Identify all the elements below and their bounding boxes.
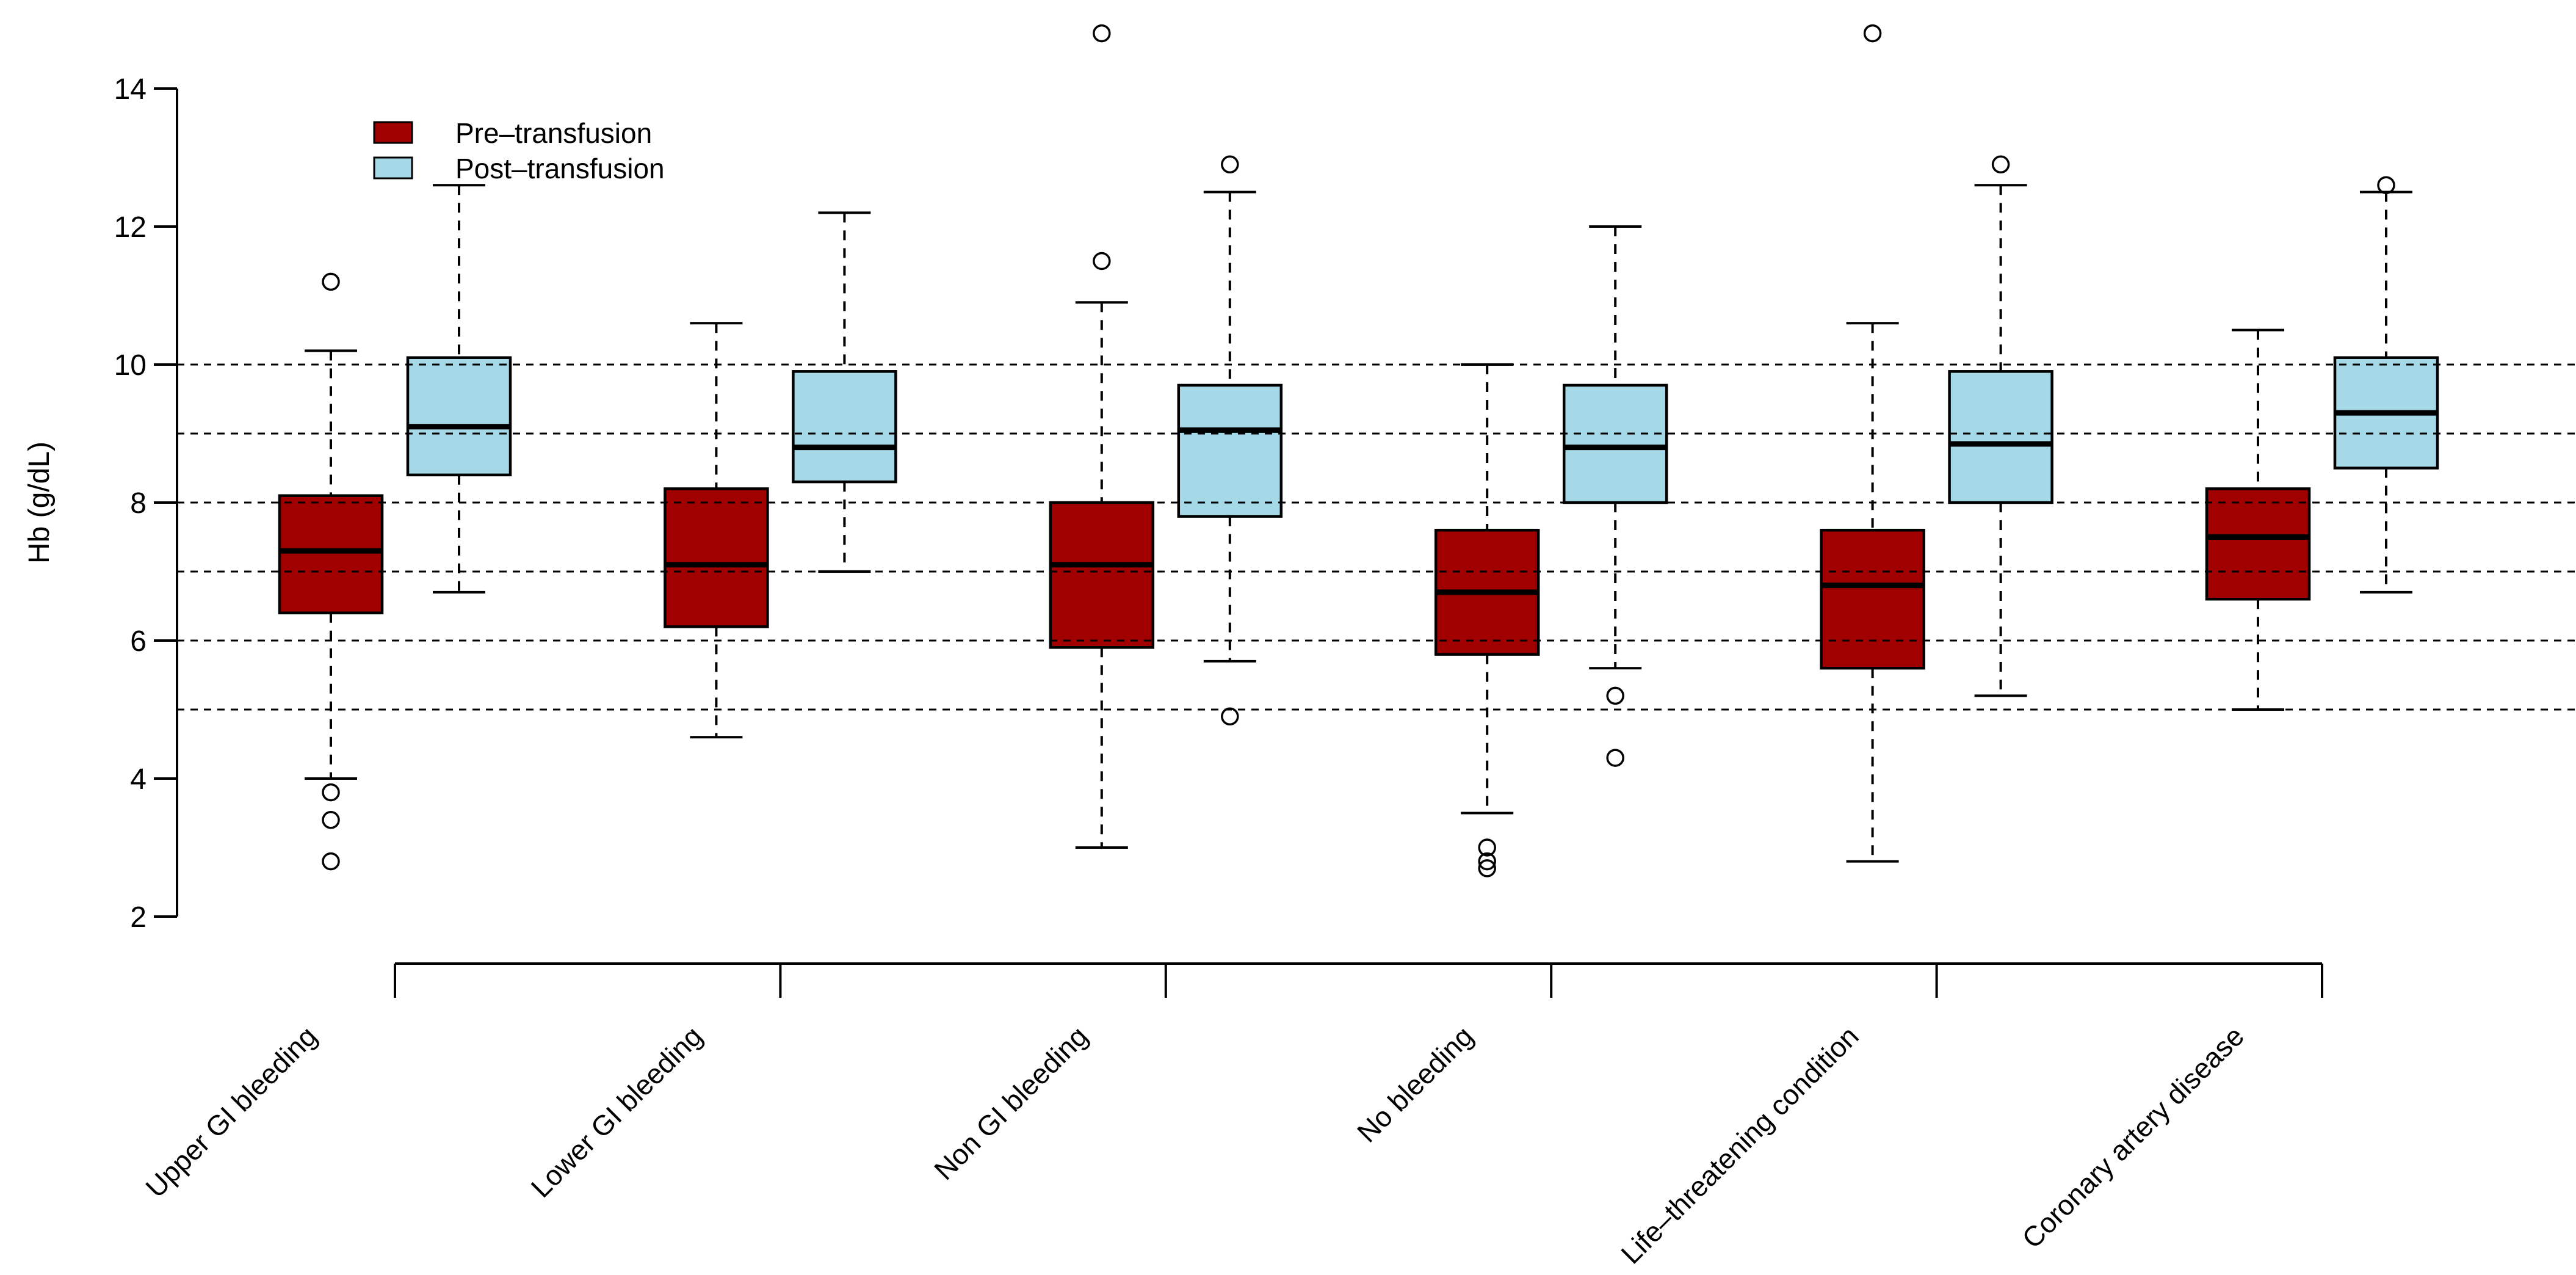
pre-outlier-point xyxy=(1478,859,1496,877)
post-outlier-point xyxy=(2377,176,2395,194)
pre-outlier-point xyxy=(1478,852,1496,871)
y-tick-label: 2 xyxy=(130,901,147,934)
y-tick-label: 10 xyxy=(114,349,147,382)
pre-box xyxy=(1049,501,1155,649)
y-tick-label: 8 xyxy=(130,487,147,520)
pre-box xyxy=(2205,487,2311,601)
x-tick-label: Lower GI bleeding xyxy=(525,1020,709,1204)
post-outlier-point xyxy=(1221,707,1239,726)
post-box xyxy=(1562,383,1668,504)
post-box xyxy=(1948,370,2053,504)
x-tick-label: Coronary artery disease xyxy=(2016,1020,2250,1254)
pre-box xyxy=(664,487,769,628)
pre-outlier-point xyxy=(322,811,340,829)
x-tick-label: Upper GI bleeding xyxy=(139,1020,323,1204)
pre-outlier-point xyxy=(1093,24,1111,43)
pre-outlier-point xyxy=(1093,252,1111,271)
y-tick-label: 12 xyxy=(114,211,147,244)
post-box xyxy=(1177,383,1283,518)
y-tick-label: 4 xyxy=(130,763,147,796)
legend-swatch-pre xyxy=(373,121,413,144)
post-outlier-point xyxy=(1606,686,1624,705)
pre-box xyxy=(1820,528,1925,670)
pre-outlier-point xyxy=(322,852,340,871)
post-box xyxy=(792,370,897,484)
x-tick-label: No bleeding xyxy=(1351,1020,1479,1148)
pre-outlier-point xyxy=(1478,838,1496,857)
pre-outlier-point xyxy=(322,272,340,291)
legend-label-pre: Pre–transfusion xyxy=(455,117,652,149)
pre-outlier-point xyxy=(322,783,340,802)
post-box xyxy=(406,356,512,477)
post-outlier-point xyxy=(1221,155,1239,174)
post-outlier-point xyxy=(1991,155,2010,174)
x-tick-label: Non GI bleeding xyxy=(928,1020,1094,1186)
y-tick-label: 6 xyxy=(130,625,147,658)
pre-box xyxy=(278,494,384,615)
legend-swatch-post xyxy=(373,156,413,180)
post-outlier-point xyxy=(1606,749,1624,767)
legend-label-post: Post–transfusion xyxy=(455,153,665,184)
pre-outlier-point xyxy=(1863,24,1882,43)
x-tick-label: Life–threatening condition xyxy=(1615,1020,1864,1270)
y-axis-title: Hb (g/dL) xyxy=(23,441,56,564)
y-tick-label: 14 xyxy=(114,73,147,106)
